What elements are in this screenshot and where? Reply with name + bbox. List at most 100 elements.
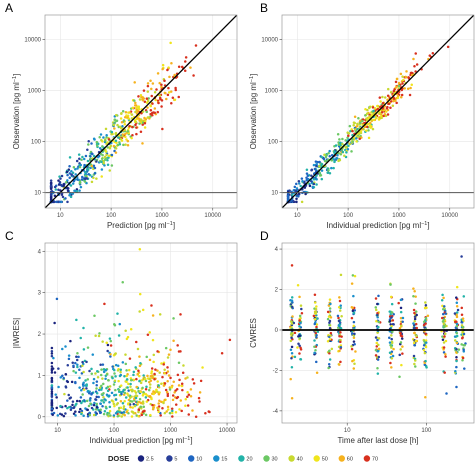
data-point-dose-10 xyxy=(66,173,69,177)
data-point-dose-50 xyxy=(400,363,403,367)
data-point-dose-50 xyxy=(315,305,318,308)
data-point-dose-15 xyxy=(79,163,83,167)
data-point-dose-70 xyxy=(157,101,160,105)
data-point-dose-15 xyxy=(114,363,118,367)
panel-border xyxy=(281,14,475,209)
data-point-dose-50 xyxy=(380,114,383,118)
data-point-dose-2-5 xyxy=(400,337,404,340)
data-point-dose-50 xyxy=(129,327,133,331)
data-point-dose-2-5 xyxy=(53,371,57,374)
data-point-dose-50 xyxy=(186,391,189,394)
data-point-dose-40 xyxy=(371,127,375,131)
y-tick-label: -2 xyxy=(273,368,279,374)
data-point-dose-70 xyxy=(460,313,464,317)
data-point-dose-60 xyxy=(189,66,192,69)
data-point-dose-70 xyxy=(171,394,175,397)
data-point-dose-20 xyxy=(100,160,103,164)
data-point-dose-2-5 xyxy=(86,408,89,412)
data-point-dose-20 xyxy=(69,195,73,199)
data-point-dose-50 xyxy=(127,368,131,372)
data-point-dose-70 xyxy=(166,366,169,369)
data-point-dose-60 xyxy=(165,97,168,101)
data-point-dose-20 xyxy=(377,325,380,329)
data-point-dose-2-5 xyxy=(50,376,54,380)
legend-swatch-2-5 xyxy=(137,455,145,462)
data-point-dose-40 xyxy=(353,128,357,131)
data-point-dose-40 xyxy=(94,334,97,338)
data-point-dose-30 xyxy=(84,174,88,178)
data-point-dose-5 xyxy=(64,386,68,389)
data-point-dose-30 xyxy=(114,388,117,392)
data-point-dose-30 xyxy=(142,390,145,394)
data-point-dose-50 xyxy=(313,318,317,321)
legend-swatch-15 xyxy=(213,455,220,462)
data-point-dose-70 xyxy=(399,334,403,337)
data-point-dose-60 xyxy=(338,349,341,353)
data-point-dose-10 xyxy=(113,149,116,153)
data-point-dose-40 xyxy=(314,311,317,314)
data-point-dose-15 xyxy=(122,411,126,414)
data-point-dose-70 xyxy=(161,407,164,410)
data-point-dose-70 xyxy=(192,74,195,77)
data-point-dose-70 xyxy=(187,413,191,416)
data-point-dose-30 xyxy=(133,99,136,102)
data-point-dose-2-5 xyxy=(92,403,96,407)
data-point-dose-60 xyxy=(395,77,399,81)
data-point-dose-2-5 xyxy=(74,410,77,413)
data-point-dose-10 xyxy=(300,177,304,180)
data-point-dose-50 xyxy=(113,404,116,408)
data-point-dose-70 xyxy=(135,126,138,129)
data-point-dose-60 xyxy=(123,116,127,119)
data-point-dose-70 xyxy=(197,396,201,400)
data-point-dose-20 xyxy=(121,401,125,405)
data-point-dose-60 xyxy=(112,144,116,148)
data-point-dose-60 xyxy=(291,315,294,318)
data-point-dose-20 xyxy=(132,373,135,377)
data-point-dose-40 xyxy=(356,122,359,126)
data-point-dose-70 xyxy=(160,83,163,87)
data-point-dose-10 xyxy=(90,392,94,395)
data-point-dose-5 xyxy=(85,387,88,390)
data-point-dose-5 xyxy=(132,402,136,406)
data-point-dose-70 xyxy=(164,388,168,392)
data-point-dose-70 xyxy=(442,346,446,349)
data-point-dose-2-5 xyxy=(64,373,68,376)
data-point-dose-5 xyxy=(66,200,69,204)
data-point-dose-50 xyxy=(178,408,181,411)
data-point-dose-2-5 xyxy=(95,406,99,409)
data-point-dose-40 xyxy=(390,341,394,345)
data-point-dose-70 xyxy=(337,316,340,320)
data-point-dose-20 xyxy=(84,170,87,174)
data-point-dose-60 xyxy=(327,304,331,307)
data-point-dose-30 xyxy=(138,397,142,401)
data-point-dose-30 xyxy=(105,373,109,376)
data-point-dose-2-5 xyxy=(53,321,56,325)
data-point-dose-20 xyxy=(85,384,88,387)
data-point-dose-5 xyxy=(64,412,67,415)
data-point-dose-2-5 xyxy=(106,343,110,347)
data-point-dose-2-5 xyxy=(49,195,53,199)
data-point-dose-5 xyxy=(86,148,89,152)
data-point-dose-50 xyxy=(119,384,123,387)
data-point-dose-50 xyxy=(126,114,130,117)
data-point-dose-60 xyxy=(134,101,137,105)
data-point-dose-2-5 xyxy=(64,404,67,408)
data-point-dose-30 xyxy=(336,133,340,136)
data-point-dose-20 xyxy=(455,311,459,314)
data-point-dose-20 xyxy=(119,368,123,371)
data-point-dose-30 xyxy=(102,412,106,416)
data-point-dose-10 xyxy=(376,338,379,342)
data-point-dose-20 xyxy=(124,396,128,399)
data-point-dose-60 xyxy=(377,347,381,351)
data-point-dose-30 xyxy=(339,153,343,156)
data-point-dose-20 xyxy=(116,410,119,413)
data-point-dose-2-5 xyxy=(50,399,54,403)
data-point-dose-60 xyxy=(350,306,354,309)
data-point-dose-20 xyxy=(80,412,83,416)
data-point-dose-50 xyxy=(137,414,140,418)
data-point-dose-30 xyxy=(99,373,103,377)
data-point-dose-70 xyxy=(167,86,170,90)
data-point-dose-30 xyxy=(376,366,379,370)
data-point-dose-10 xyxy=(55,297,59,301)
data-point-dose-50 xyxy=(104,150,108,153)
